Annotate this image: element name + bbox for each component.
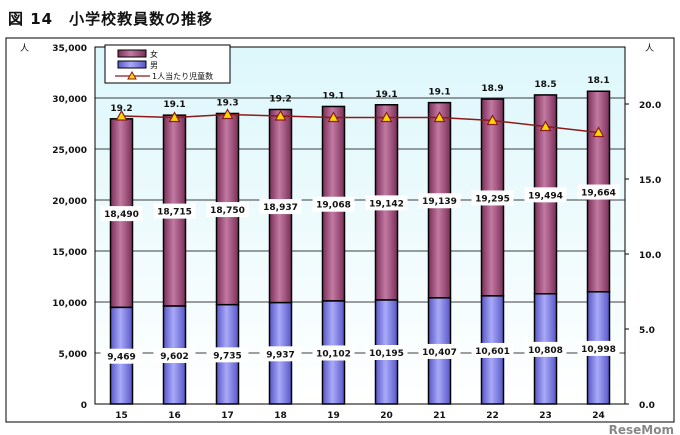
x-tick-label: 20 [380, 411, 393, 421]
data-label-ratio: 19.1 [322, 91, 344, 101]
data-label-female: 18,715 [157, 208, 192, 218]
ratio-marker [380, 111, 393, 123]
legend-swatch-male [117, 60, 147, 69]
ratio-marker [327, 111, 340, 123]
data-label-ratio: 18.1 [587, 76, 609, 86]
legend-label-male: 男 [150, 61, 158, 70]
data-label-bg [418, 193, 461, 209]
data-label-male: 10,601 [475, 347, 510, 357]
ratio-marker [539, 120, 552, 132]
x-tick-label: 23 [539, 411, 552, 421]
y-tick-right: 10.0 [639, 251, 661, 261]
data-label-bg [524, 341, 567, 357]
data-label-male: 10,407 [422, 348, 457, 358]
data-label-ratio: 19.1 [428, 88, 450, 98]
legend-marker-ratio [127, 70, 137, 80]
data-label-male: 9,937 [266, 350, 294, 360]
y-tick-left: 0 [81, 401, 87, 411]
y-tick-right: 5.0 [639, 326, 655, 336]
x-tick-label: 17 [221, 411, 234, 421]
data-label-female: 19,494 [528, 191, 563, 201]
watermark-logo: ReseMom [609, 423, 674, 435]
legend-label-female: 女 [150, 49, 158, 59]
data-label-bg [365, 345, 408, 361]
data-label-ratio: 19.2 [110, 104, 132, 114]
x-tick-label: 22 [486, 411, 499, 421]
y-tick-left: 25,000 [52, 146, 87, 156]
ratio-marker [221, 108, 234, 120]
data-label-male: 10,195 [369, 349, 404, 359]
y-tick-left: 20,000 [52, 197, 87, 207]
y-tick-left: 10,000 [52, 299, 87, 309]
ratio-marker [486, 114, 499, 126]
data-label-ratio: 18.9 [481, 84, 503, 94]
data-label-bg [577, 184, 620, 200]
data-label-bg [471, 190, 514, 206]
data-label-male: 9,469 [107, 353, 135, 363]
legend-swatch-female [117, 49, 147, 58]
data-label-male: 10,808 [528, 346, 563, 356]
data-label-bg [259, 346, 302, 362]
y-tick-left: 5,000 [59, 350, 87, 360]
data-label-female: 18,490 [104, 210, 139, 220]
data-label-bg [153, 348, 196, 364]
data-label-bg [100, 348, 143, 364]
data-label-bg [100, 206, 143, 222]
data-label-ratio: 19.3 [216, 98, 238, 108]
data-label-ratio: 19.2 [269, 94, 291, 104]
x-tick-label: 18 [274, 411, 287, 421]
data-label-bg [418, 343, 461, 359]
x-tick-label: 19 [327, 411, 340, 421]
data-label-male: 9,602 [160, 352, 188, 362]
y-axis-left-unit: 人 [20, 43, 29, 54]
legend-label-ratio: 1人当たり児童数 [152, 71, 213, 81]
y-tick-right: 0.0 [639, 401, 655, 411]
ratio-line [121, 113, 599, 134]
data-label-bg [259, 199, 302, 215]
ratio-marker [274, 109, 287, 121]
y-tick-left: 35,000 [52, 44, 87, 54]
ratio-marker [592, 126, 605, 138]
ratio-marker [168, 111, 181, 123]
x-tick-label: 15 [115, 411, 128, 421]
data-label-bg [153, 203, 196, 219]
x-tick-label: 21 [433, 411, 446, 421]
ratio-marker [433, 111, 446, 123]
x-tick-label: 24 [592, 411, 605, 421]
data-label-male: 10,998 [581, 345, 616, 355]
data-label-female: 19,295 [475, 194, 510, 204]
y-axis-right-unit: 人 [645, 43, 654, 54]
data-label-bg [206, 347, 249, 363]
data-label-bg [312, 345, 355, 361]
y-tick-right: 15.0 [639, 176, 661, 186]
data-label-ratio: 19.1 [375, 90, 397, 100]
x-tick-label: 16 [168, 411, 181, 421]
ratio-marker [115, 109, 128, 121]
data-label-female: 18,750 [210, 206, 245, 216]
data-label-ratio: 19.1 [163, 100, 185, 110]
data-label-female: 19,139 [422, 197, 457, 207]
data-label-female: 18,937 [263, 203, 298, 213]
data-label-bg [365, 195, 408, 211]
data-label-bg [206, 202, 249, 218]
data-label-male: 9,735 [213, 351, 241, 361]
data-label-bg [312, 196, 355, 212]
data-label-female: 19,664 [581, 189, 616, 199]
data-label-female: 19,142 [369, 199, 404, 209]
y-tick-left: 30,000 [52, 95, 87, 105]
y-tick-right: 20.0 [639, 101, 661, 111]
chart-title: 図 14 小学校教員数の推移 [8, 10, 214, 28]
data-label-ratio: 18.5 [534, 80, 556, 90]
y-tick-left: 15,000 [52, 248, 87, 258]
data-label-bg [577, 340, 620, 356]
data-label-male: 10,102 [316, 349, 351, 359]
data-label-bg [524, 187, 567, 203]
data-label-bg [471, 342, 514, 358]
data-label-female: 19,068 [316, 201, 351, 211]
